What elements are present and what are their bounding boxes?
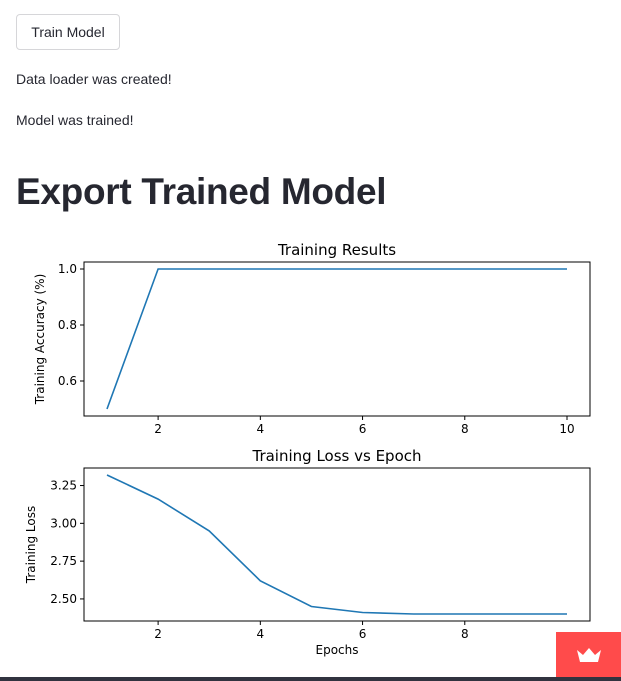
chart-0-ytick-label: 0.8: [58, 318, 77, 332]
chart-1-ylabel: Training Loss: [24, 506, 38, 584]
chart-1-ytick-label: 2.75: [50, 554, 77, 568]
chart-0-xtick-label: 6: [359, 422, 367, 436]
model-trained-message: Model was trained!: [16, 112, 134, 128]
chart-1-ytick-label: 3.25: [50, 479, 77, 493]
crown-icon: [576, 647, 601, 662]
training-charts: Training Results 2 4 6 8 10 0.6 0.8 1.0 Training …: [24, 241, 591, 657]
footer-divider: [0, 677, 621, 681]
chart-0-xtick-label: 10: [559, 422, 574, 436]
chart-0-xtick-label: 2: [154, 422, 162, 436]
chart-1-xlabel: Epochs: [316, 643, 359, 657]
chart-0-xtick-label: 4: [257, 422, 265, 436]
chart-1-xtick-label: 2: [154, 627, 162, 641]
chart-0-axes-frame: [83, 261, 591, 417]
chart-0-series-line: [106, 268, 567, 410]
export-section-title: Export Trained Model: [16, 171, 387, 212]
chart-1-series-line: [106, 474, 567, 615]
chart-0-title: Training Results: [277, 241, 396, 259]
chart-1-xtick-label: 6: [359, 627, 367, 641]
chart-0-xtick-label: 8: [461, 422, 469, 436]
chart-1-xtick-label: 4: [257, 627, 265, 641]
chart-1-xtick-label: 8: [461, 627, 469, 641]
train-model-button[interactable]: Train Model: [16, 14, 120, 50]
data-loader-message: Data loader was created!: [16, 71, 172, 87]
chart-1-axes-frame: [83, 467, 591, 622]
chart-1-ytick-label: 2.50: [50, 592, 77, 606]
streamlit-badge[interactable]: [556, 632, 621, 677]
chart-0-ytick-label: 0.6: [58, 374, 77, 388]
chart-1-title: Training Loss vs Epoch: [251, 447, 421, 465]
chart-0-ytick-label: 1.0: [58, 262, 77, 276]
chart-0-ylabel: Training Accuracy (%): [33, 274, 47, 406]
chart-1-ytick-label: 3.00: [50, 516, 77, 530]
